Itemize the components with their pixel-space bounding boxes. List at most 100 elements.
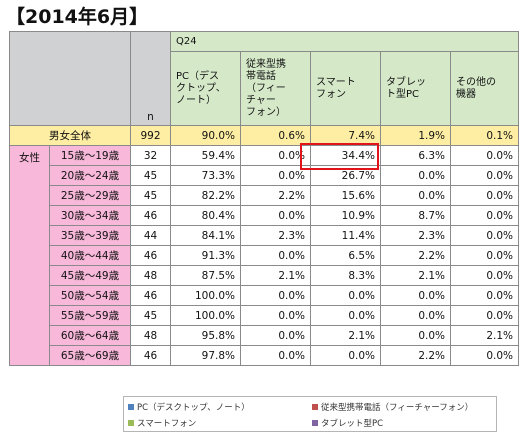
- table-row: 55歳～59歳 45 100.0% 0.0% 0.0% 0.0% 0.0%: [10, 305, 519, 326]
- row-n: 45: [130, 305, 171, 326]
- age-label: 65歳～69歳: [49, 345, 131, 366]
- question-header: Q24: [170, 31, 519, 52]
- row-value: 0.0%: [310, 305, 381, 326]
- legend-swatch: [128, 420, 134, 426]
- table-row: 45歳～49歳 48 87.5% 2.1% 8.3% 2.1% 0.0%: [10, 265, 519, 286]
- column-header-line: フォン: [316, 88, 346, 100]
- row-value: 0.0%: [240, 245, 311, 266]
- column-header-line: タブレッ: [386, 76, 426, 88]
- row-n: 46: [130, 205, 171, 226]
- age-label: 50歳～54歳: [49, 285, 131, 306]
- row-value: 8.3%: [310, 265, 381, 286]
- row-value: 0.0%: [240, 205, 311, 226]
- row-value: 2.1%: [240, 265, 311, 286]
- column-header-line: PC（デス: [176, 70, 220, 82]
- row-value: 2.2%: [380, 345, 451, 366]
- legend-item: 従来型携帯電話（フィーチャーフォン）: [312, 401, 473, 413]
- table-row: 25歳～29歳 45 82.2% 2.2% 15.6% 0.0% 0.0%: [10, 185, 519, 206]
- row-n: 45: [130, 165, 171, 186]
- row-value: 0.0%: [380, 185, 451, 206]
- age-label: 40歳～44歳: [49, 245, 131, 266]
- row-value: 0.0%: [310, 285, 381, 306]
- row-n: 48: [130, 325, 171, 346]
- row-value: 82.2%: [170, 185, 241, 206]
- row-value: 8.7%: [380, 205, 451, 226]
- row-value: 0.0%: [380, 165, 451, 186]
- row-value: 0.0%: [240, 345, 311, 366]
- survey-table: n Q24 PC（デス クトップ、 ノート） 従来型携 帯電話 （フィー チャー フォン） スマ…: [9, 31, 519, 366]
- row-value: 15.6%: [310, 185, 381, 206]
- table-row: 30歳～34歳 46 80.4% 0.0% 10.9% 8.7% 0.0%: [10, 205, 519, 226]
- table-row: 20歳～24歳 45 73.3% 0.0% 26.7% 0.0% 0.0%: [10, 165, 519, 186]
- row-value: 100.0%: [170, 305, 241, 326]
- table-row: 40歳～44歳 46 91.3% 0.0% 6.5% 2.2% 0.0%: [10, 245, 519, 266]
- row-value: 2.3%: [240, 225, 311, 246]
- row-n: 46: [130, 245, 171, 266]
- legend-label: タブレット型PC: [321, 419, 384, 429]
- column-header: スマート フォン: [310, 51, 381, 126]
- column-header: PC（デス クトップ、 ノート）: [170, 51, 241, 126]
- row-value: 2.2%: [240, 185, 311, 206]
- row-value: 6.3%: [380, 145, 451, 166]
- total-row-value: 90.0%: [170, 125, 241, 146]
- row-n: 48: [130, 265, 171, 286]
- column-header: タブレッ ト型PC: [380, 51, 451, 126]
- row-value: 10.9%: [310, 205, 381, 226]
- row-value: 0.0%: [380, 305, 451, 326]
- age-label: 45歳～49歳: [49, 265, 131, 286]
- table-row: 50歳～54歳 46 100.0% 0.0% 0.0% 0.0% 0.0%: [10, 285, 519, 306]
- header-corner: [9, 31, 131, 126]
- row-value: 0.0%: [450, 245, 519, 266]
- column-header-line: チャー: [246, 94, 276, 106]
- row-value: 0.0%: [450, 205, 519, 226]
- age-label: 20歳～24歳: [49, 165, 131, 186]
- row-value: 0.0%: [240, 285, 311, 306]
- row-value: 73.3%: [170, 165, 241, 186]
- total-row-value: 0.1%: [450, 125, 519, 146]
- row-value: 0.0%: [240, 165, 311, 186]
- row-value: 2.2%: [380, 245, 451, 266]
- row-value: 95.8%: [170, 325, 241, 346]
- column-header-line: 機器: [456, 88, 476, 100]
- row-value: 0.0%: [380, 325, 451, 346]
- legend-label: スマートフォン: [137, 419, 197, 429]
- row-value: 6.5%: [310, 245, 381, 266]
- column-header: その他の 機器: [450, 51, 519, 126]
- legend-label: PC（デスクトップ、ノート）: [137, 403, 250, 413]
- row-value: 0.0%: [450, 285, 519, 306]
- legend-swatch: [312, 420, 318, 426]
- table-row: 女性 15歳～19歳 32 59.4% 0.0% 34.4% 6.3% 0.0%: [9, 145, 519, 366]
- legend-swatch: [128, 404, 134, 410]
- column-header-line: ノート）: [176, 94, 216, 106]
- row-value: 80.4%: [170, 205, 241, 226]
- highlight-box: [300, 143, 379, 170]
- legend-item: PC（デスクトップ、ノート）: [128, 401, 250, 413]
- column-header: 従来型携 帯電話 （フィー チャー フォン）: [240, 51, 311, 126]
- row-value: 97.8%: [170, 345, 241, 366]
- row-value: 0.0%: [240, 325, 311, 346]
- column-header-line: ト型PC: [386, 88, 420, 100]
- age-label: 60歳～64歳: [49, 325, 131, 346]
- row-n: 46: [130, 285, 171, 306]
- row-value: 0.0%: [450, 345, 519, 366]
- row-value: 59.4%: [170, 145, 241, 166]
- age-label: 35歳～39歳: [49, 225, 131, 246]
- group-label-female: 女性: [9, 145, 50, 366]
- legend-swatch: [312, 404, 318, 410]
- total-row-value: 1.9%: [380, 125, 451, 146]
- row-n: 32: [130, 145, 171, 166]
- row-value: 0.0%: [450, 305, 519, 326]
- n-header: n: [130, 31, 171, 126]
- total-row-label: 男女全体: [9, 125, 131, 146]
- column-header-line: クトップ、: [176, 82, 226, 94]
- legend-label: 従来型携帯電話（フィーチャーフォン）: [321, 403, 474, 413]
- row-value: 2.1%: [310, 325, 381, 346]
- row-value: 2.1%: [380, 265, 451, 286]
- row-value: 84.1%: [170, 225, 241, 246]
- row-value: 0.0%: [310, 345, 381, 366]
- legend-item: スマートフォン: [128, 417, 196, 429]
- column-header-line: 従来型携: [246, 58, 286, 70]
- column-header-line: フォン）: [246, 106, 286, 118]
- row-value: 2.3%: [380, 225, 451, 246]
- age-label: 25歳～29歳: [49, 185, 131, 206]
